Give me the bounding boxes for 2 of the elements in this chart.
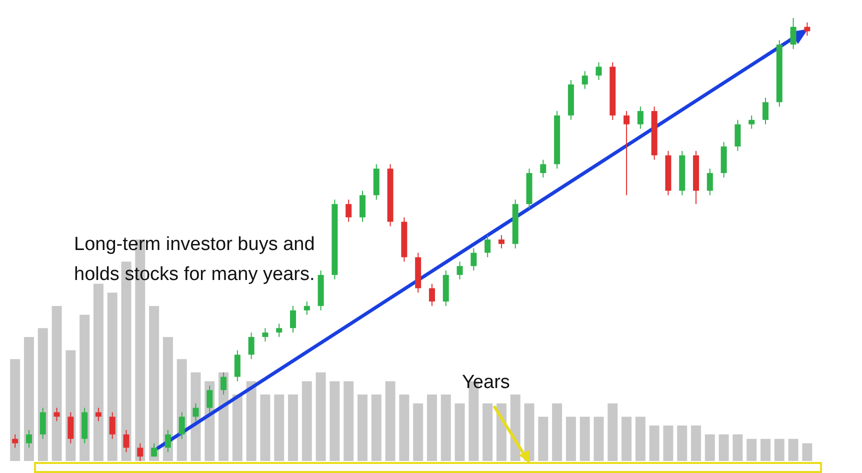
annotation: Years	[462, 372, 510, 394]
annotation: Long-term investor buys and holds stocks for many years.	[74, 233, 316, 287]
